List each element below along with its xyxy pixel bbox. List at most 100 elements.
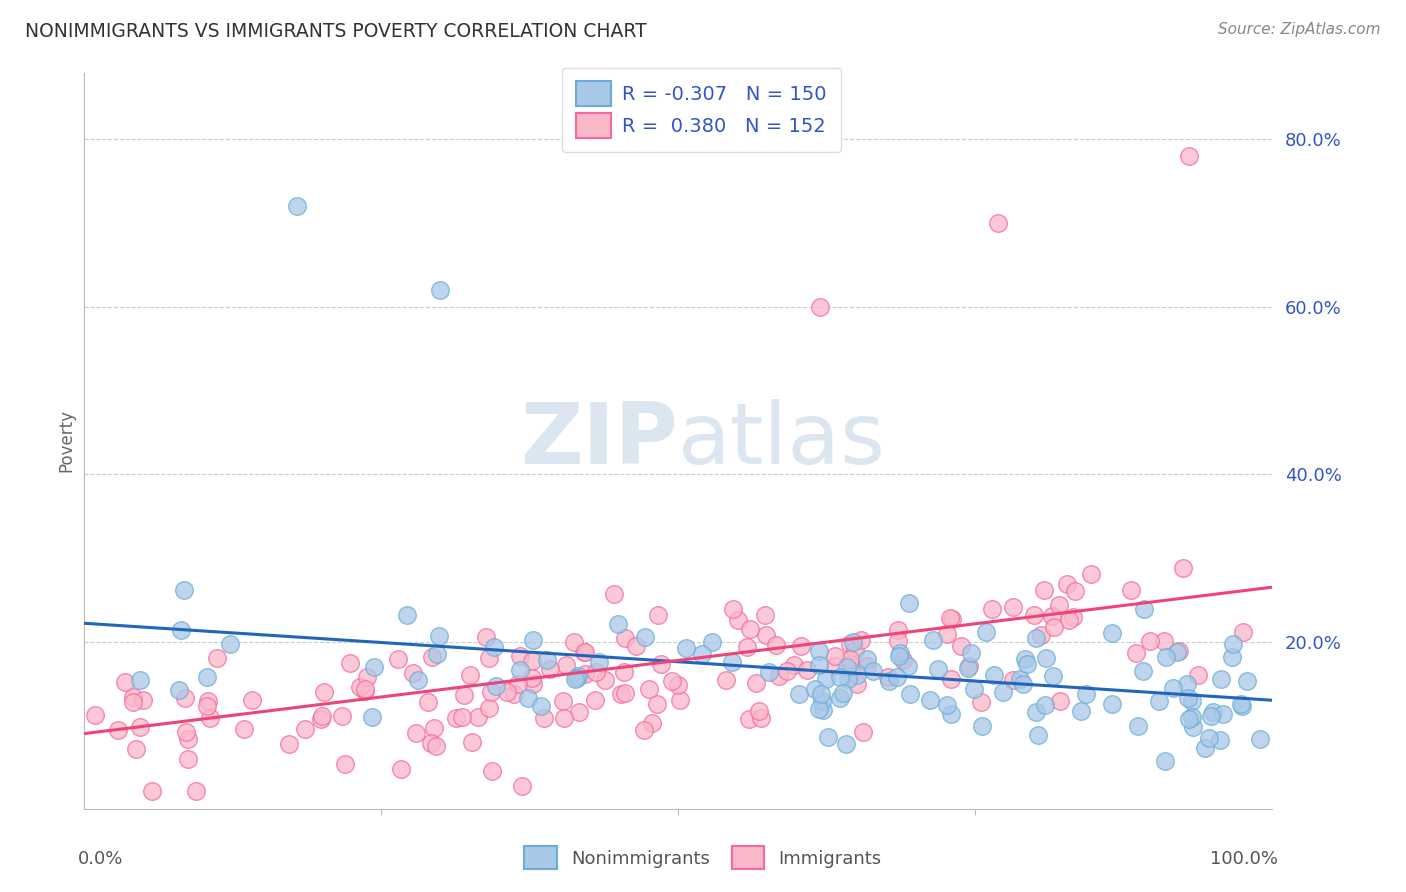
Point: [1154, 754, 1177, 768]
Point: [981, 602, 1004, 616]
Point: [1025, 705, 1047, 719]
Point: [1043, 620, 1066, 634]
Point: [790, 639, 813, 653]
Point: [941, 612, 963, 626]
Point: [485, 679, 508, 693]
Point: [891, 653, 914, 667]
Point: [721, 602, 744, 616]
Point: [574, 645, 596, 659]
Point: [641, 716, 664, 731]
Point: [1040, 608, 1063, 623]
Point: [426, 647, 449, 661]
Point: [846, 677, 869, 691]
Point: [1153, 633, 1175, 648]
Point: [754, 607, 776, 622]
Point: [574, 667, 596, 681]
Point: [983, 668, 1005, 682]
Point: [1012, 677, 1035, 691]
Point: [862, 665, 884, 679]
Point: [360, 710, 382, 724]
Point: [1080, 566, 1102, 581]
Point: [1026, 728, 1049, 742]
Point: [918, 693, 941, 707]
Point: [330, 709, 353, 723]
Point: [661, 674, 683, 689]
Point: [1249, 732, 1271, 747]
Point: [897, 659, 920, 673]
Point: [453, 688, 475, 702]
Point: [287, 199, 309, 213]
Point: [1042, 669, 1064, 683]
Point: [815, 673, 838, 687]
Point: [957, 661, 980, 675]
Point: [232, 723, 254, 737]
Point: [425, 739, 447, 754]
Point: [1119, 583, 1142, 598]
Point: [349, 680, 371, 694]
Point: [1033, 698, 1056, 713]
Point: [634, 631, 657, 645]
Point: [1147, 694, 1170, 708]
Point: [429, 283, 451, 297]
Point: [536, 653, 558, 667]
Point: [530, 698, 553, 713]
Point: [834, 737, 856, 751]
Point: [1056, 577, 1078, 591]
Point: [721, 655, 744, 669]
Point: [1132, 664, 1154, 678]
Y-axis label: Poverty: Poverty: [58, 409, 75, 472]
Point: [354, 683, 377, 698]
Point: [451, 710, 474, 724]
Point: [416, 695, 439, 709]
Point: [219, 637, 242, 651]
Point: [176, 724, 198, 739]
Point: [509, 649, 531, 664]
Point: [837, 672, 859, 686]
Point: [828, 670, 851, 684]
Point: [200, 711, 222, 725]
Point: [533, 711, 555, 725]
Point: [846, 668, 869, 682]
Point: [553, 694, 575, 708]
Point: [503, 687, 526, 701]
Point: [402, 665, 425, 680]
Point: [877, 670, 900, 684]
Point: [613, 665, 636, 680]
Point: [898, 687, 921, 701]
Point: [1008, 672, 1031, 686]
Point: [624, 640, 647, 654]
Point: [1222, 650, 1244, 665]
Point: [389, 762, 412, 776]
Point: [738, 712, 761, 726]
Point: [1167, 644, 1189, 658]
Point: [808, 644, 831, 658]
Point: [650, 657, 672, 671]
Point: [553, 711, 575, 725]
Point: [1166, 645, 1188, 659]
Point: [1125, 646, 1147, 660]
Point: [314, 685, 336, 699]
Point: [824, 659, 846, 673]
Point: [353, 682, 375, 697]
Point: [613, 686, 636, 700]
Point: [957, 658, 980, 673]
Point: [588, 655, 610, 669]
Point: [675, 641, 697, 656]
Point: [668, 693, 690, 707]
Point: [1074, 687, 1097, 701]
Point: [173, 582, 195, 597]
Point: [1212, 707, 1234, 722]
Point: [603, 587, 626, 601]
Point: [420, 736, 443, 750]
Point: [886, 670, 908, 684]
Point: [1163, 681, 1185, 695]
Point: [422, 650, 444, 665]
Point: [1222, 637, 1244, 651]
Point: [538, 662, 561, 676]
Point: [727, 613, 749, 627]
Point: [804, 681, 827, 696]
Point: [1181, 710, 1204, 724]
Point: [177, 731, 200, 746]
Point: [278, 737, 301, 751]
Point: [832, 686, 855, 700]
